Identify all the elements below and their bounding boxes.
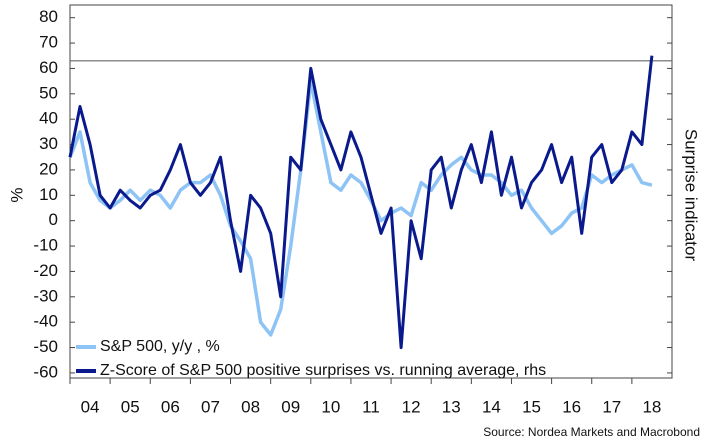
y-axis-label: %: [7, 187, 26, 202]
source: Source: Nordea Markets and Macrobond: [483, 425, 700, 439]
y-tick-label: -10: [33, 236, 58, 255]
legend-label: S&P 500, y/y , %: [100, 338, 220, 355]
y-tick-label: 80: [39, 7, 58, 26]
x-tick-label: 16: [562, 397, 581, 416]
x-tick-label: 13: [442, 397, 461, 416]
legend-label: Z-Score of S&P 500 positive surprises vs…: [100, 362, 546, 379]
plot-frame: [69, 4, 673, 379]
x-tick-label: 09: [281, 397, 300, 416]
y-tick-label: 40: [39, 109, 58, 128]
series-line: [68, 79, 653, 337]
x-tick-label: 15: [522, 397, 541, 416]
y-tick-label: -30: [33, 286, 58, 305]
y-tick-label: -60: [33, 362, 58, 381]
x-tick-label: 05: [121, 397, 140, 416]
y-tick-label: 30: [39, 134, 58, 153]
y-tick-label: 20: [39, 159, 58, 178]
x-tick-label: 10: [321, 397, 340, 416]
x-tick-label: 06: [161, 397, 180, 416]
y-tick-label: 50: [39, 83, 58, 102]
y2-axis-label: Surprise indicator: [682, 129, 701, 262]
x-tick-label: 12: [402, 397, 421, 416]
x-tick-label: 04: [81, 397, 100, 416]
y-tick-label: -20: [33, 261, 58, 280]
x-tick-label: 11: [362, 397, 380, 416]
series-line: [68, 55, 654, 350]
y-tick-label: -40: [33, 312, 58, 331]
x-tick-label: 08: [241, 397, 260, 416]
y-tick-label: 70: [39, 33, 58, 52]
y-tick-label: 60: [39, 58, 58, 77]
x-tick-label: 17: [602, 397, 621, 416]
x-tick-label: 14: [482, 397, 501, 416]
x-tick-label: 07: [201, 397, 220, 416]
x-tick-label: 18: [642, 397, 661, 416]
y-tick-label: 10: [39, 185, 58, 204]
y-tick-label: -50: [33, 337, 58, 356]
y-tick-label: 0: [49, 210, 58, 229]
